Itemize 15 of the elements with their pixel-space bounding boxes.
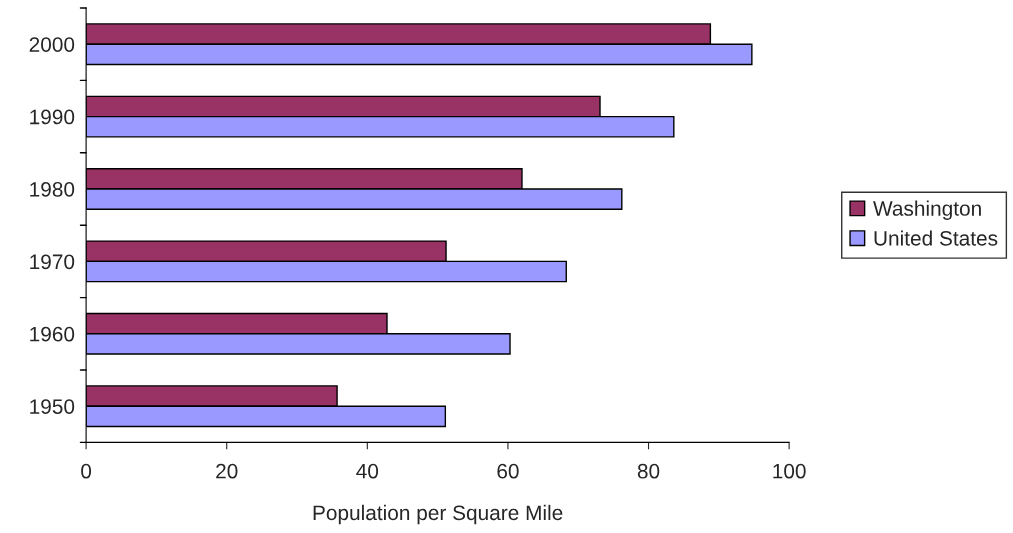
y-tick-label: 1960 [30,326,75,342]
y-tick-label: 1990 [30,109,75,125]
y-tick-label: 1980 [30,181,75,197]
x-tick-label: 60 [497,463,519,479]
legend-label: Washington [873,200,981,220]
x-axis-title: Population per Square Mile [313,504,563,525]
x-tick-label: 20 [216,463,238,479]
x-tick-label: 80 [637,463,660,479]
x-tick-label: 100 [773,463,806,479]
y-tick-label: 1950 [30,399,75,414]
y-tick-label: 1970 [30,254,75,270]
x-tick-label: 0 [81,463,92,479]
x-tick-label: 40 [356,463,379,479]
y-tick-label: 2000 [29,37,75,52]
legend-label: United States [874,230,998,246]
